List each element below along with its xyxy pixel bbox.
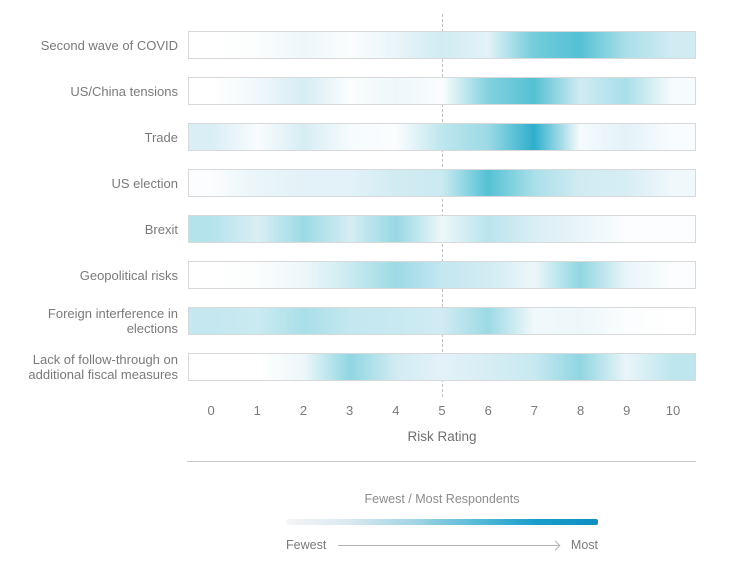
tick-label: 5	[438, 403, 446, 418]
divider-line	[187, 461, 696, 462]
tick-label: 4	[392, 403, 400, 418]
heatmap-row: US election	[0, 169, 738, 197]
tick-label: 6	[484, 403, 492, 418]
row-label: Foreign interference in elections	[47, 306, 178, 336]
tick-label: 8	[576, 403, 585, 418]
heatmap-row: US/China tensions	[0, 77, 738, 105]
legend-title: Fewest / Most Respondents	[364, 492, 520, 506]
legend: Fewest / Most Respondents Fewest Most	[188, 492, 696, 552]
tick-label: 0	[207, 403, 215, 418]
heatmap-bar	[188, 31, 696, 59]
tick-label: 3	[346, 403, 354, 418]
heatmap-rows: Second wave of COVID US/China tensions Tra…	[0, 31, 738, 382]
reference-line-rating-5	[442, 14, 443, 397]
tick-label: 7	[530, 403, 539, 418]
heatmap-bar	[188, 123, 696, 151]
legend-gradient-bar	[286, 519, 598, 525]
tick-label: 2	[299, 403, 308, 418]
row-label: US/China tensions	[70, 83, 178, 99]
row-label: Brexit	[144, 221, 178, 237]
heatmap-row: Geopolitical risks	[0, 261, 738, 289]
row-label: Trade	[144, 129, 178, 145]
heatmap-row: Trade	[0, 123, 738, 151]
heatmap-row: Lack of follow-through on additional fis…	[0, 352, 738, 382]
legend-labels: Fewest Most	[286, 538, 598, 552]
tick-label: 10	[665, 403, 681, 418]
row-label: US election	[111, 175, 178, 191]
heatmap-bar	[188, 77, 696, 105]
heatmap-row: Brexit	[0, 215, 738, 243]
heatmap-bar	[188, 215, 696, 243]
row-label: Lack of follow-through on additional fis…	[28, 352, 178, 382]
heatmap-row: Foreign interference in elections	[0, 306, 738, 336]
legend-inner: Fewest / Most Respondents Fewest Most	[286, 492, 598, 552]
row-label: Second wave of COVID	[40, 37, 178, 53]
x-axis-ticks: 0 1 2 3 4 5 6 7 8 9 10	[188, 403, 696, 418]
heatmap-bar	[188, 353, 696, 381]
x-axis-title: Risk Rating	[407, 429, 477, 444]
heatmap-row: Second wave of COVID	[0, 31, 738, 59]
legend-min-label: Fewest	[286, 538, 327, 552]
heatmap-bar	[188, 169, 696, 197]
heatmap-bar	[188, 307, 696, 335]
arrow-right-icon	[338, 544, 559, 546]
legend-max-label: Most	[570, 538, 598, 552]
row-label: Geopolitical risks	[79, 267, 178, 283]
tick-label: 1	[253, 403, 261, 418]
tick-label: 9	[623, 403, 631, 418]
heatmap-bar	[188, 261, 696, 289]
